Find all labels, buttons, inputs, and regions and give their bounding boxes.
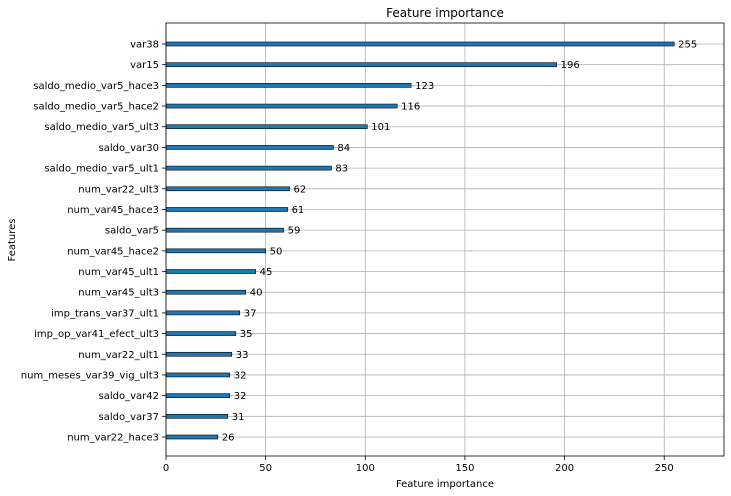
y-tick-label-saldo_var42: saldo_var42 xyxy=(99,391,159,402)
data-label-num_var45_hace3: 61 xyxy=(292,205,305,216)
data-label-saldo_var5: 59 xyxy=(288,226,301,237)
y-axis-label: Features xyxy=(7,219,18,262)
data-label-saldo_medio_var5_ult1: 83 xyxy=(335,164,348,175)
bar-num_meses_var39_vig_ult3 xyxy=(165,372,231,378)
data-label-saldo_medio_var5_hace3: 123 xyxy=(415,81,434,92)
data-label-num_var22_ult3: 62 xyxy=(294,184,307,195)
y-tick-label-imp_op_var41_efect_ult3: imp_op_var41_efect_ult3 xyxy=(34,329,159,340)
data-label-saldo_var37: 31 xyxy=(232,412,245,423)
y-tick-label-saldo_var37: saldo_var37 xyxy=(99,412,159,423)
y-tick-label-var15: var15 xyxy=(130,60,159,71)
bar-num_var22_ult1 xyxy=(165,351,233,357)
bar-saldo_medio_var5_ult3 xyxy=(165,124,368,130)
data-label-num_var45_ult1: 45 xyxy=(260,267,273,278)
y-tick-label-saldo_var30: saldo_var30 xyxy=(99,143,159,154)
data-label-num_var22_hace3: 26 xyxy=(222,433,235,444)
y-tick-label-saldo_medio_var5_ult1: saldo_medio_var5_ult1 xyxy=(44,164,159,175)
data-label-imp_trans_var37_ult1: 37 xyxy=(244,308,257,319)
y-tick-label-saldo_var5: saldo_var5 xyxy=(105,226,159,237)
bar-imp_op_var41_efect_ult3 xyxy=(165,331,237,336)
data-label-saldo_medio_var5_ult3: 101 xyxy=(371,122,390,133)
bar-saldo_var5 xyxy=(165,227,284,233)
y-tick-label-saldo_medio_var5_hace3: saldo_medio_var5_hace3 xyxy=(33,81,159,92)
bar-imp_trans_var37_ult1 xyxy=(165,310,241,316)
data-label-num_var22_ult1: 33 xyxy=(236,350,249,361)
bar-num_var45_hace3 xyxy=(165,207,288,212)
bars xyxy=(165,41,675,440)
x-ticks: 0 50 100 150 200 250 xyxy=(163,456,674,474)
data-label-var15: 196 xyxy=(561,60,580,71)
x-axis-label: Feature importance xyxy=(396,479,494,490)
y-tick-label-imp_trans_var37_ult1: imp_trans_var37_ult1 xyxy=(51,308,159,319)
bar-num_var22_ult3 xyxy=(165,186,290,192)
data-labels: 255 196 123 116 101 84 83 62 61 59 50 45 40 37 35 33 32 3… xyxy=(222,40,697,444)
grid-lines xyxy=(165,23,724,456)
data-label-var38: 255 xyxy=(678,40,697,51)
y-tick-label-num_var22_ult1: num_var22_ult1 xyxy=(78,350,159,361)
bar-num_var45_ult1 xyxy=(165,269,256,274)
bar-num_var45_ult3 xyxy=(165,289,247,295)
data-label-saldo_var30: 84 xyxy=(337,143,350,154)
data-label-saldo_var42: 32 xyxy=(234,391,247,402)
y-tick-label-var38: var38 xyxy=(130,40,159,51)
chart-title: Feature importance xyxy=(386,6,504,20)
x-tick-label: 50 xyxy=(259,463,272,474)
bar-saldo_medio_var5_ult1 xyxy=(165,165,332,171)
x-tick-label: 100 xyxy=(356,463,375,474)
x-tick-label: 250 xyxy=(655,463,674,474)
bar-var38 xyxy=(165,41,675,47)
bar-num_var45_hace2 xyxy=(165,248,266,254)
bar-saldo_medio_var5_hace3 xyxy=(165,83,412,88)
bar-saldo_var42 xyxy=(165,393,231,398)
y-tick-label-saldo_medio_var5_hace2: saldo_medio_var5_hace2 xyxy=(33,102,159,113)
bar-saldo_var37 xyxy=(165,414,229,419)
data-label-imp_op_var41_efect_ult3: 35 xyxy=(240,329,253,340)
bar-num_var22_hace3 xyxy=(165,434,219,440)
y-tick-label-num_var45_hace3: num_var45_hace3 xyxy=(67,205,159,216)
x-tick-label: 200 xyxy=(555,463,574,474)
data-label-num_meses_var39_vig_ult3: 32 xyxy=(234,370,247,381)
y-tick-label-num_var22_ult3: num_var22_ult3 xyxy=(78,184,159,195)
y-tick-label-num_var45_hace2: num_var45_hace2 xyxy=(67,246,159,257)
bar-saldo_medio_var5_hace2 xyxy=(165,103,398,109)
y-tick-label-num_var22_hace3: num_var22_hace3 xyxy=(67,433,159,444)
y-tick-label-num_var45_ult3: num_var45_ult3 xyxy=(78,288,159,299)
data-label-num_var45_hace2: 50 xyxy=(270,246,283,257)
plot-frame xyxy=(165,22,725,457)
y-tick-labels: var38 var15 saldo_medio_var5_hace3 saldo_me… xyxy=(21,40,166,444)
x-tick-label: 150 xyxy=(455,463,474,474)
data-label-saldo_medio_var5_hace2: 116 xyxy=(401,102,420,113)
data-label-num_var45_ult3: 40 xyxy=(250,288,263,299)
bar-var15 xyxy=(165,62,557,67)
y-tick-label-num_var45_ult1: num_var45_ult1 xyxy=(78,267,159,278)
y-tick-label-saldo_medio_var5_ult3: saldo_medio_var5_ult3 xyxy=(44,122,159,133)
bar-saldo_var30 xyxy=(165,145,334,150)
x-tick-label: 0 xyxy=(163,463,169,474)
y-tick-label-num_meses_var39_vig_ult3: num_meses_var39_vig_ult3 xyxy=(21,370,159,381)
